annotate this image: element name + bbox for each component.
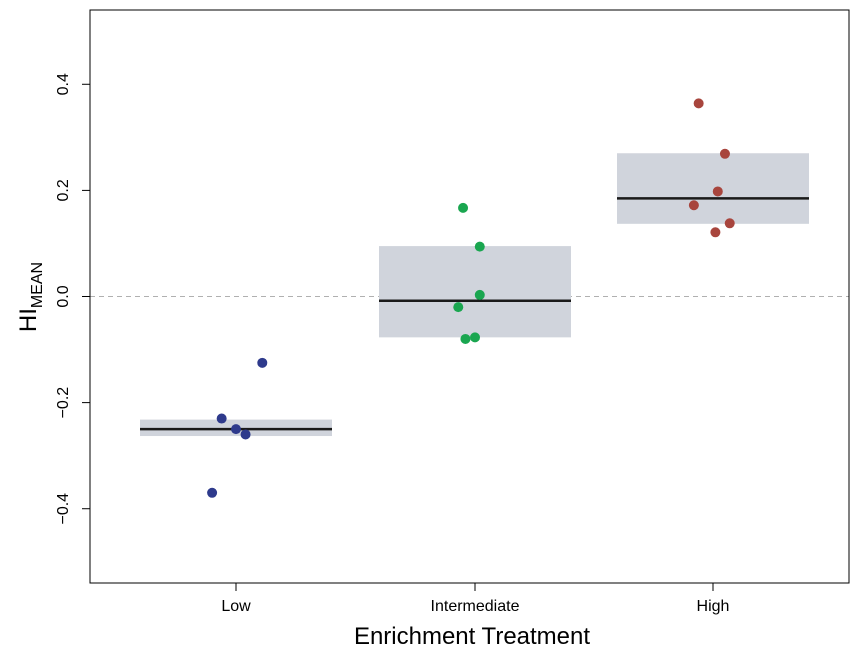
- y-axis-title: HIMEAN: [15, 262, 46, 332]
- data-point-high-2: [719, 148, 730, 159]
- y-axis-title-subscript: MEAN: [29, 262, 46, 308]
- x-tick-label-low: Low: [221, 598, 251, 615]
- y-tick-label: −0.4: [55, 493, 72, 525]
- data-point-intermediate-1: [458, 202, 469, 213]
- x-tick-label-high: High: [697, 598, 730, 615]
- plot-area: [90, 98, 849, 498]
- data-point-low-1: [257, 357, 268, 368]
- y-tick-label: 0.0: [55, 285, 72, 307]
- y-tick-label: 0.4: [55, 73, 72, 95]
- data-point-intermediate-5: [460, 333, 471, 344]
- y-tick-label: 0.2: [55, 179, 72, 201]
- data-point-intermediate-4: [453, 302, 464, 313]
- interval-box-intermediate: [379, 246, 571, 338]
- y-axis-title-main: HI: [15, 308, 42, 332]
- data-point-intermediate-3: [474, 289, 485, 300]
- data-point-high-5: [724, 218, 735, 229]
- data-point-low-3: [231, 424, 241, 435]
- data-point-intermediate-6: [470, 332, 480, 343]
- axes: −0.4 −0.2 0.0 0.2 0.4 Low Intermediate High: [55, 9, 850, 615]
- data-point-high-3: [712, 186, 723, 197]
- y-tick-label: −0.2: [55, 387, 72, 419]
- data-point-low-4: [240, 429, 251, 440]
- data-point-low-2: [216, 413, 227, 424]
- x-axis-title: Enrichment Treatment: [354, 623, 590, 646]
- interval-box-high: [617, 153, 809, 224]
- data-point-low-5: [207, 487, 218, 498]
- data-point-high-4: [688, 200, 699, 211]
- data-point-high-1: [693, 98, 704, 109]
- data-point-intermediate-2: [474, 241, 485, 252]
- x-tick-label-intermediate: Intermediate: [431, 598, 520, 615]
- data-point-high-6: [710, 227, 721, 238]
